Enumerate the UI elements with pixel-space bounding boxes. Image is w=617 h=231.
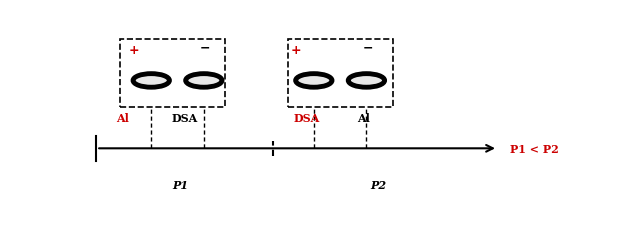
Text: +: + (128, 43, 139, 56)
Text: Al: Al (116, 113, 129, 124)
Ellipse shape (312, 87, 315, 88)
Text: +: + (291, 43, 302, 56)
Ellipse shape (133, 74, 170, 88)
Text: −: − (363, 42, 373, 55)
Text: −: − (200, 42, 210, 55)
Ellipse shape (149, 87, 153, 88)
Bar (120, 40, 225, 108)
Text: DSA: DSA (172, 113, 198, 124)
Bar (288, 40, 393, 108)
Ellipse shape (202, 87, 205, 88)
Text: DSA: DSA (294, 113, 320, 124)
Text: Al: Al (358, 113, 370, 124)
Text: P1 < P2: P1 < P2 (510, 143, 558, 154)
Text: P1: P1 (172, 179, 188, 190)
Text: P2: P2 (370, 179, 386, 190)
Ellipse shape (348, 74, 384, 88)
Ellipse shape (296, 74, 332, 88)
Ellipse shape (186, 74, 222, 88)
Ellipse shape (365, 87, 368, 88)
